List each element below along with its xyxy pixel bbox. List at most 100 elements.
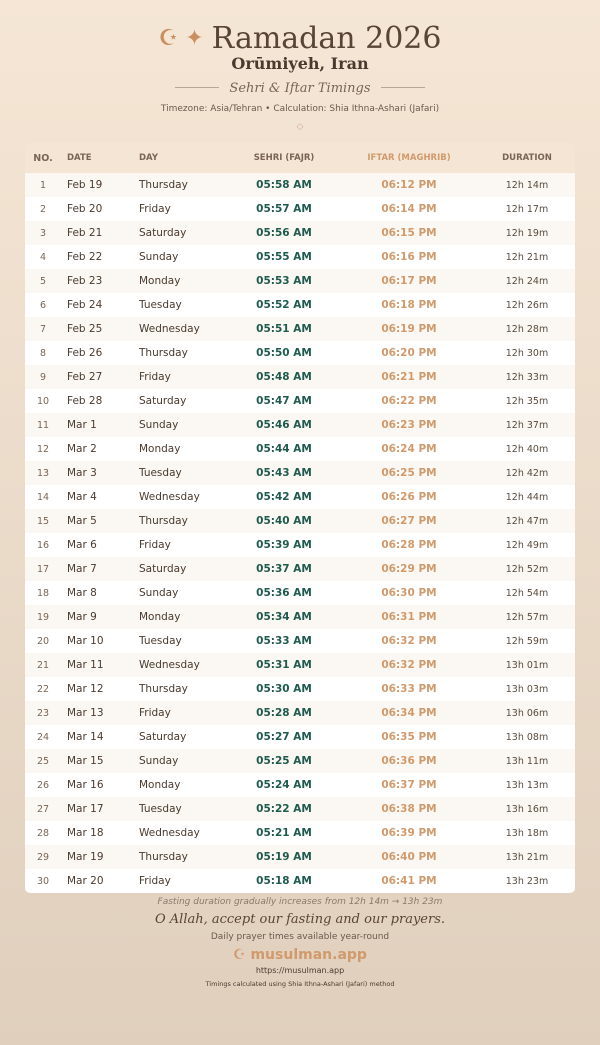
- cell-iftar: 06:41 PM: [381, 875, 437, 887]
- cell-day: Wednesday: [139, 827, 200, 839]
- table-row: 26 Mar 16 Monday 05:24 AM 06:37 PM 13h 13m: [25, 773, 575, 797]
- table-row: 6 Feb 24 Tuesday 05:52 AM 06:18 PM 12h 26m: [25, 293, 575, 317]
- cell-sehri: 05:25 AM: [256, 755, 312, 767]
- cell-sehri: 05:27 AM: [256, 731, 312, 743]
- cell-iftar: 06:16 PM: [381, 251, 437, 263]
- cell-sehri: 05:36 AM: [256, 587, 312, 599]
- cell-sehri: 05:19 AM: [256, 851, 312, 863]
- cell-iftar: 06:32 PM: [381, 659, 437, 671]
- cell-date: Mar 1: [67, 419, 97, 431]
- cell-duration: 12h 47m: [505, 515, 549, 527]
- table-row: 16 Mar 6 Friday 05:39 AM 06:28 PM 12h 49m: [25, 533, 575, 557]
- cell-iftar: 06:33 PM: [381, 683, 437, 695]
- cell-duration: 12h 24m: [505, 275, 549, 287]
- cell-iftar: 06:23 PM: [381, 419, 437, 431]
- cell-day: Saturday: [139, 563, 187, 575]
- duration-note: Fasting duration gradually increases fro…: [157, 897, 443, 907]
- cell-iftar: 06:38 PM: [381, 803, 437, 815]
- cell-day: Monday: [139, 443, 181, 455]
- column-header-no: NO.: [33, 152, 53, 164]
- cell-sehri: 05:52 AM: [256, 299, 312, 311]
- cell-day: Sunday: [139, 419, 179, 431]
- cell-day: Friday: [139, 539, 171, 551]
- table-row: 28 Mar 18 Wednesday 05:21 AM 06:39 PM 13h 18m: [25, 821, 575, 845]
- cell-day: Friday: [139, 875, 171, 887]
- table-row: 13 Mar 3 Tuesday 05:43 AM 06:25 PM 12h 42m: [25, 461, 575, 485]
- cell-date: Feb 23: [67, 275, 103, 287]
- subtitle-text: Sehri & Iftar Timings: [229, 81, 371, 96]
- cell-day: Sunday: [139, 755, 179, 767]
- cell-duration: 13h 13m: [505, 779, 549, 791]
- cell-day: Wednesday: [139, 323, 200, 335]
- cell-sehri: 05:30 AM: [256, 683, 312, 695]
- crescent-star-icon: ☪ ✦: [158, 26, 204, 51]
- table-row: 30 Mar 20 Friday 05:18 AM 06:41 PM 13h 23m: [25, 869, 575, 893]
- cell-date: Mar 17: [67, 803, 104, 815]
- cell-no: 18: [36, 587, 50, 599]
- cell-date: Feb 22: [67, 251, 103, 263]
- dua-text: O Allah, accept our fasting and our pray…: [154, 912, 446, 927]
- cell-duration: 12h 57m: [505, 611, 549, 623]
- cell-day: Tuesday: [139, 299, 182, 311]
- cell-no: 25: [36, 755, 50, 767]
- divider-line: [175, 87, 220, 88]
- cell-duration: 13h 16m: [505, 803, 549, 815]
- cell-duration: 13h 01m: [505, 659, 549, 671]
- cell-no: 1: [39, 179, 47, 191]
- cell-day: Thursday: [139, 515, 188, 527]
- cell-sehri: 05:48 AM: [256, 371, 312, 383]
- cell-date: Feb 27: [67, 371, 103, 383]
- cell-iftar: 06:40 PM: [381, 851, 437, 863]
- cell-date: Mar 4: [67, 491, 97, 503]
- cell-duration: 12h 54m: [505, 587, 549, 599]
- cell-iftar: 06:25 PM: [381, 467, 437, 479]
- cell-day: Thursday: [139, 347, 188, 359]
- cell-sehri: 05:55 AM: [256, 251, 312, 263]
- website-link[interactable]: https://musulman.app: [255, 966, 345, 975]
- cell-day: Monday: [139, 611, 181, 623]
- cell-no: 27: [36, 803, 50, 815]
- cell-iftar: 06:17 PM: [381, 275, 437, 287]
- cell-iftar: 06:12 PM: [381, 179, 437, 191]
- cell-sehri: 05:28 AM: [256, 707, 312, 719]
- column-header-day: DAY: [139, 153, 158, 163]
- cell-duration: 12h 52m: [505, 563, 549, 575]
- table-row: 24 Mar 14 Saturday 05:27 AM 06:35 PM 13h 08m: [25, 725, 575, 749]
- cell-duration: 12h 21m: [505, 251, 549, 263]
- column-header-duration: DURATION: [502, 153, 552, 163]
- cell-no: 30: [36, 875, 50, 887]
- cell-date: Mar 12: [67, 683, 104, 695]
- cell-date: Mar 13: [67, 707, 104, 719]
- cell-duration: 12h 33m: [505, 371, 549, 383]
- title-text: Ramadan 2026: [211, 21, 442, 56]
- cell-iftar: 06:35 PM: [381, 731, 437, 743]
- cell-no: 16: [36, 539, 50, 551]
- table-body: 1 Feb 19 Thursday 05:58 AM 06:12 PM 12h 14m 2 F…: [25, 173, 575, 893]
- cell-iftar: 06:27 PM: [381, 515, 437, 527]
- table-row: 19 Mar 9 Monday 05:34 AM 06:31 PM 12h 57m: [25, 605, 575, 629]
- table-row: 3 Feb 21 Saturday 05:56 AM 06:15 PM 12h 19m: [25, 221, 575, 245]
- cell-no: 28: [36, 827, 50, 839]
- cell-no: 21: [36, 659, 50, 671]
- timings-table: NO. DATE DAY SEHRI (FAJR) IFTAR (MAGHRIB) DUR…: [25, 143, 575, 893]
- cell-sehri: 05:50 AM: [256, 347, 312, 359]
- cell-day: Tuesday: [139, 467, 182, 479]
- cell-duration: 13h 08m: [505, 731, 549, 743]
- cell-day: Friday: [139, 371, 171, 383]
- cell-day: Monday: [139, 779, 181, 791]
- table-row: 1 Feb 19 Thursday 05:58 AM 06:12 PM 12h 14m: [25, 173, 575, 197]
- cell-sehri: 05:43 AM: [256, 467, 312, 479]
- cell-date: Feb 20: [67, 203, 103, 215]
- cell-iftar: 06:28 PM: [381, 539, 437, 551]
- cell-iftar: 06:19 PM: [381, 323, 437, 335]
- cell-sehri: 05:18 AM: [256, 875, 312, 887]
- cell-iftar: 06:39 PM: [381, 827, 437, 839]
- cell-iftar: 06:22 PM: [381, 395, 437, 407]
- cell-day: Saturday: [139, 227, 187, 239]
- cell-sehri: 05:37 AM: [256, 563, 312, 575]
- table-row: 29 Mar 19 Thursday 05:19 AM 06:40 PM 13h 21m: [25, 845, 575, 869]
- cell-duration: 13h 21m: [505, 851, 549, 863]
- cell-day: Thursday: [139, 851, 188, 863]
- cell-duration: 12h 30m: [505, 347, 549, 359]
- table-row: 25 Mar 15 Sunday 05:25 AM 06:36 PM 13h 11m: [25, 749, 575, 773]
